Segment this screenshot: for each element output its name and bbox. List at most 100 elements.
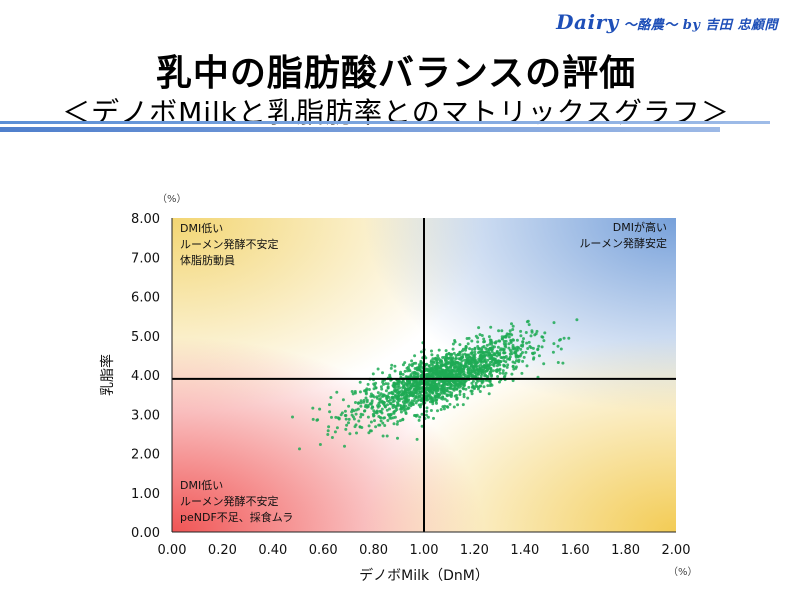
scatter-point [475,361,479,365]
scatter-point [483,357,487,361]
scatter-point [469,351,473,355]
scatter-point [469,364,473,368]
scatter-point [437,393,441,397]
scatter-point [385,408,389,412]
scatter-point [386,419,390,422]
scatter-point [472,387,476,391]
scatter-point [479,360,483,364]
scatter-point [419,390,423,394]
scatter-point [425,362,429,366]
y-tick-label: 4.00 [131,369,160,384]
scatter-point [392,422,396,426]
scatter-point [352,417,356,421]
scatter-point [345,423,349,427]
scatter-point [435,401,438,405]
scatter-point [450,368,454,372]
scatter-point [414,371,418,375]
scatter-point [474,364,478,368]
scatter-point [329,396,333,399]
scatter-point [451,380,455,384]
scatter-point [479,350,483,354]
scatter-point [445,405,449,409]
scatter-point [439,408,443,411]
scatter-point [519,334,523,338]
scatter-point [455,373,459,377]
scatter-point [504,345,508,349]
scatter-point [359,401,363,405]
scatter-point [508,329,512,333]
scatter-point [446,357,450,360]
scatter-point [500,329,504,333]
scatter-point [414,379,418,383]
scatter-point [405,400,409,404]
scatter-point [457,366,461,370]
scatter-point [364,396,368,400]
scatter-point [517,358,521,362]
scatter-point [495,354,499,358]
scatter-point [466,374,470,378]
x-axis-title: デノボMilk（DnM） [359,567,489,584]
scatter-point [513,347,517,351]
y-axis-title: 乳脂率 [99,354,116,396]
scatter-point [444,372,448,376]
scatter-point [343,414,347,417]
scatter-point [519,347,523,351]
scatter-point [525,320,529,324]
scatter-point [450,358,454,362]
scatter-point [344,427,348,431]
scatter-point [501,369,505,373]
scatter-point [355,431,358,435]
x-tick-label: 1.40 [510,543,539,558]
scatter-point [388,407,391,411]
scatter-point [456,353,460,357]
scatter-point [460,359,464,363]
scatter-point [401,417,405,421]
scatter-point [416,392,420,396]
scatter-point [524,350,528,354]
scatter-point [445,399,449,403]
scatter-point [390,390,394,394]
scatter-point [440,374,443,378]
scatter-point [479,353,483,357]
scatter-point [483,374,487,378]
scatter-point [514,365,518,369]
scatter-point [414,401,418,405]
scatter-point [500,356,504,360]
scatter-point [453,339,457,342]
scatter-point [522,337,525,341]
scatter-point [315,418,319,422]
scatter-point [396,420,400,424]
scatter-point [542,339,546,343]
scatter-point [478,367,482,371]
scatter-point [373,419,376,423]
scatter-point [470,348,474,351]
scatter-point [404,404,408,408]
scatter-point [419,361,423,365]
scatter-point [470,392,474,396]
x-tick-label: 1.00 [410,543,439,558]
scatter-point [398,404,402,407]
scatter-point [511,328,515,331]
scatter-point [575,318,579,322]
scatter-point [392,403,396,407]
scatter-point [483,340,487,343]
scatter-point [311,417,315,421]
scatter-point [463,352,467,356]
scatter-point [354,412,358,416]
scatter-point [389,402,393,405]
scatter-point [458,390,462,394]
scatter-point [451,347,455,351]
scatter-point [515,338,519,342]
scatter-point [461,353,465,357]
scatter-point [358,390,362,394]
scatter-point [468,358,472,362]
scatter-point [480,372,484,376]
scatter-point [380,407,384,411]
scatter-point [434,395,438,399]
scatter-point [444,359,448,363]
scatter-point [492,364,496,368]
y-tick-label: 3.00 [131,408,160,423]
scatter-point [333,430,337,434]
scatter-point [400,381,404,385]
